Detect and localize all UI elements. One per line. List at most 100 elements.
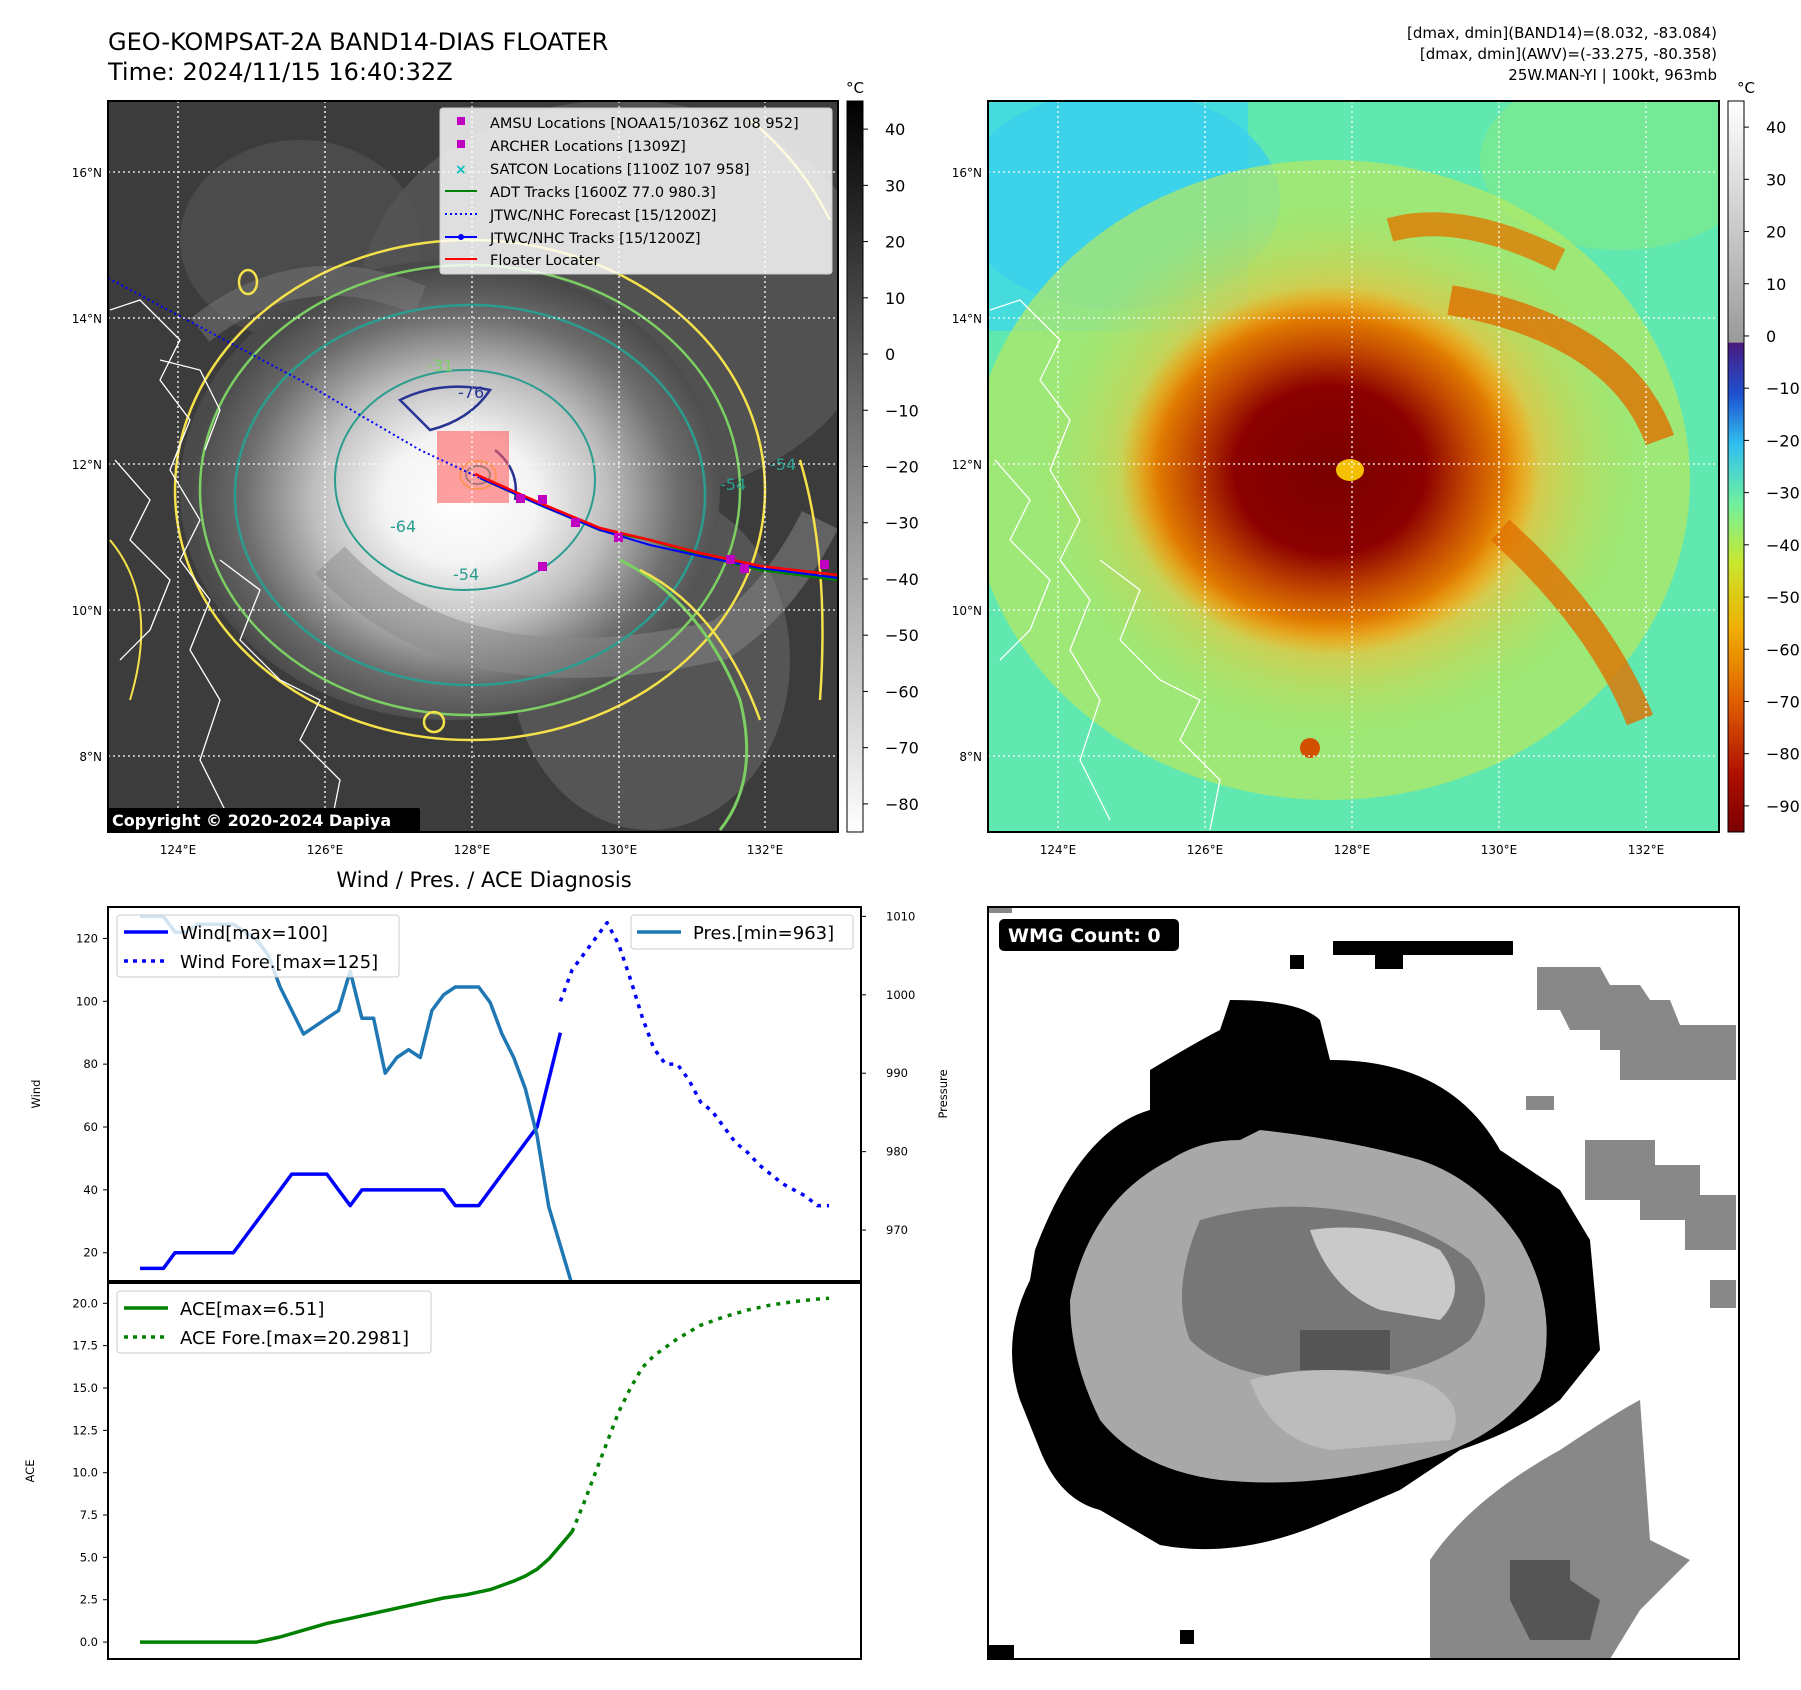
pressure-ytick-label: 1000	[886, 988, 915, 1002]
ace-ytick-label: 15.0	[72, 1381, 98, 1395]
pressure-legend: Pres.[min=963]	[630, 914, 854, 950]
colorbar-tick-label: −40	[885, 570, 919, 589]
copyright-text: Copyright © 2020-2024 Dapiya	[112, 811, 391, 830]
stats-band14: [dmax, dmin](BAND14)=(8.032, -83.084)	[1407, 24, 1717, 42]
lon-label: 130°E	[1481, 843, 1518, 857]
lat-label: 12°N	[952, 458, 982, 472]
colorbar-tick-label: −70	[885, 739, 919, 758]
diagnosis-title: Wind / Pres. / ACE Diagnosis	[336, 868, 631, 892]
colorbar-tick-label: −30	[1766, 484, 1800, 503]
lon-label: 124°E	[160, 843, 197, 857]
lon-label: 126°E	[1187, 843, 1224, 857]
wind-ytick-label: 40	[83, 1183, 98, 1197]
legend-wind-forecast: Wind Fore.[max=125]	[180, 952, 378, 973]
legend-ace-forecast: ACE Fore.[max=20.2981]	[180, 1328, 409, 1349]
legend-tracks: JTWC/NHC Tracks [15/1200Z]	[489, 231, 701, 247]
contour-label: -54	[770, 455, 796, 474]
awv-colorbar	[1727, 100, 1745, 833]
awv-colorbar-unit: °C	[1737, 79, 1755, 97]
ir-colorbar	[846, 100, 864, 833]
legend-forecast: JTWC/NHC Forecast [15/1200Z]	[489, 208, 716, 224]
satcon-x-icon: ×	[455, 162, 467, 178]
colorbar-tick-label: 10	[885, 289, 905, 308]
colorbar-tick-label: −50	[1766, 588, 1800, 607]
colorbar-tick-label: −60	[1766, 640, 1800, 659]
colorbar-tick-label: 30	[885, 176, 905, 195]
wind-forecast-line	[558, 920, 829, 1208]
ace-ytick-label: 10.0	[72, 1466, 98, 1480]
lat-label: 10°N	[952, 604, 982, 618]
colorbar-tick-label: −80	[1766, 745, 1800, 764]
contour-label: -54	[453, 565, 479, 584]
ace-ytick-label: 0.0	[80, 1635, 98, 1649]
floater-locator-box	[437, 431, 509, 503]
ace-ytick-label: 2.5	[80, 1593, 98, 1607]
legend-pressure: Pres.[min=963]	[693, 923, 834, 944]
ir-colorbar-unit: °C	[846, 79, 864, 97]
colorbar-tick-label: 0	[885, 345, 895, 364]
colorbar-tick-label: −10	[1766, 379, 1800, 398]
legend-floater: Floater Locater	[490, 253, 599, 269]
lat-label: 16°N	[952, 166, 982, 180]
ir-colorbar-ticks: 40 30 20 10 0 −10 −20 −30 −40 −50 −60 −70 −80	[863, 120, 919, 814]
contour-label: -31	[427, 356, 453, 375]
pressure-ytick-label: 990	[886, 1066, 908, 1080]
colorbar-tick-label: −30	[885, 514, 919, 533]
legend-ace: ACE[max=6.51]	[180, 1299, 324, 1320]
pressure-ytick-label: 980	[886, 1145, 908, 1159]
colorbar-tick-label: −70	[1766, 692, 1800, 711]
wind-axis-label: Wind	[29, 1080, 43, 1109]
ace-ytick-label: 7.5	[80, 1508, 98, 1522]
legend-wind: Wind[max=100]	[180, 923, 328, 944]
ir-legend: AMSU Locations [NOAA15/1036Z 108 952] AR…	[439, 107, 833, 275]
colorbar-tick-label: −50	[885, 626, 919, 645]
wind-ytick-label: 20	[83, 1246, 98, 1260]
ace-forecast-line	[570, 1296, 830, 1533]
colorbar-tick-label: 0	[1766, 327, 1776, 346]
colorbar-tick-label: 20	[885, 233, 905, 252]
lon-label: 126°E	[307, 843, 344, 857]
lon-label: 132°E	[1628, 843, 1665, 857]
wmg-panel: WMG Count: 0	[987, 906, 1740, 1660]
colorbar-tick-label: −20	[1766, 431, 1800, 450]
ace-line	[140, 1530, 574, 1644]
wind-pressure-chart: 20 40 60 80 100 120 970 980 990 1000 1010 Wind Pr…	[29, 906, 950, 1282]
contour-label: -64	[390, 517, 416, 536]
awv-map-panel: 16°N 14°N 12°N 10°N 8°N 124°E 126°E 128°…	[952, 79, 1800, 857]
lon-label: 130°E	[601, 843, 638, 857]
ace-axis-label: ACE	[23, 1460, 37, 1483]
contour-label: -54	[720, 475, 746, 494]
pressure-ytick-label: 1010	[886, 909, 915, 923]
lat-label: 12°N	[72, 458, 102, 472]
wind-line	[140, 1141, 527, 1271]
legend-satcon: SATCON Locations [1100Z 107 958]	[490, 162, 749, 178]
wind-ytick-label: 120	[76, 931, 98, 945]
colorbar-tick-label: 30	[1766, 170, 1786, 189]
colorbar-tick-label: −10	[885, 401, 919, 420]
ace-ytick-label: 12.5	[72, 1423, 98, 1437]
lat-label: 10°N	[72, 604, 102, 618]
pressure-axis-label: Pressure	[936, 1069, 950, 1118]
colorbar-tick-label: −90	[1766, 797, 1800, 816]
colorbar-tick-label: −40	[1766, 536, 1800, 555]
colorbar-tick-label: 40	[885, 120, 905, 139]
ace-ytick-label: 17.5	[72, 1339, 98, 1353]
ir-map-panel: -31 -76 -64 -54 -54 -54 AMSU Locations […	[72, 79, 919, 857]
lon-label: 128°E	[454, 843, 491, 857]
wmg-imagery	[988, 907, 1739, 1659]
legend-archer: ARCHER Locations [1309Z]	[490, 139, 686, 155]
figure-title: GEO-KOMPSAT-2A BAND14-DIAS FLOATER	[108, 28, 608, 56]
ace-chart: 0.0 2.5 5.0 7.5 10.0 12.5 15.0 17.5 20.0 ACE ACE…	[23, 1282, 862, 1660]
wind-ytick-label: 80	[83, 1057, 98, 1071]
ace-ytick-label: 20.0	[72, 1296, 98, 1310]
pressure-ytick-label: 970	[886, 1223, 908, 1237]
stats-awv: [dmax, dmin](AWV)=(-33.275, -80.358)	[1420, 45, 1717, 63]
ace-ytick-label: 5.0	[80, 1550, 98, 1564]
colorbar-tick-label: −80	[885, 795, 919, 814]
legend-amsu: AMSU Locations [NOAA15/1036Z 108 952]	[490, 116, 799, 132]
wind-line	[523, 1032, 563, 1144]
figure-time: Time: 2024/11/15 16:40:32Z	[107, 58, 453, 86]
lat-label: 8°N	[79, 750, 102, 764]
colorbar-tick-label: 20	[1766, 223, 1786, 242]
lon-label: 128°E	[1334, 843, 1371, 857]
